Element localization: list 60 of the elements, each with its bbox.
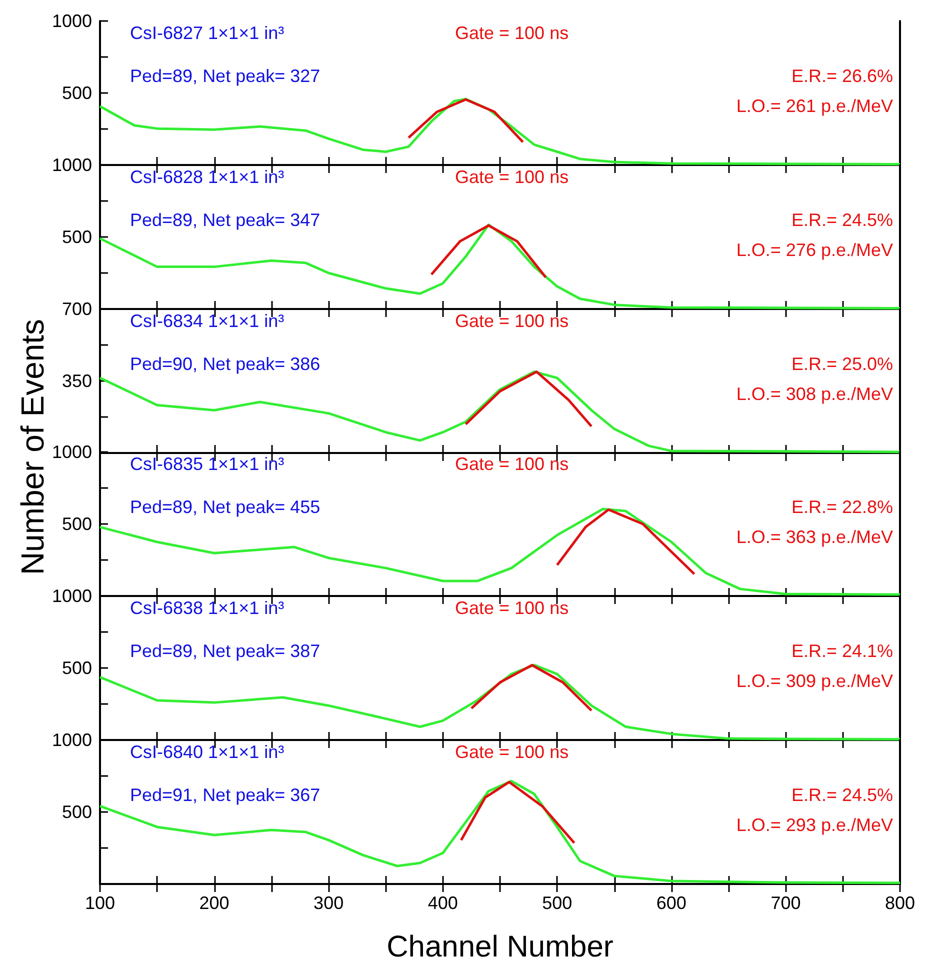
- y-tick-label: 1000: [52, 586, 92, 606]
- y-tick-label: 500: [62, 514, 92, 534]
- y-tick-label: 1000: [52, 442, 92, 462]
- y-tick-label: 500: [62, 658, 92, 678]
- y-tick-label: 1000: [52, 11, 92, 31]
- chart-title: CsI-6838 1×1×1 in³: [130, 598, 284, 618]
- chart-title: CsI-6828 1×1×1 in³: [130, 166, 284, 187]
- chart-title: CsI-6840 1×1×1 in³: [130, 742, 284, 762]
- line-series: [556, 508, 696, 576]
- annotation: Gate = 100 ns: [455, 166, 569, 187]
- y-tick-label: 1000: [52, 730, 92, 750]
- annotation: E.R.= 24.1%: [791, 641, 893, 662]
- annotation: Gate = 100 ns: [455, 310, 569, 331]
- x-tick-label: 700: [770, 893, 801, 913]
- annotation: E.R.= 25.0%: [791, 354, 893, 374]
- annotation: E.R.= 24.5%: [791, 210, 893, 230]
- annotation: Ped=91, Net peak= 367: [130, 785, 320, 805]
- line-series: [470, 664, 593, 712]
- x-tick-label: 400: [428, 893, 458, 913]
- y-axis-title: Number of Events: [14, 318, 52, 576]
- y-tick-label: 500: [62, 226, 92, 247]
- chart-title: CsI-6827 1×1×1 in³: [130, 23, 284, 43]
- annotation: L.O.= 309 p.e./MeV: [736, 671, 893, 692]
- annotation: L.O.= 293 p.e./MeV: [736, 815, 893, 835]
- annotation: Ped=90, Net peak= 386: [130, 354, 320, 374]
- line-series: [98, 98, 902, 166]
- annotation: Gate = 100 ns: [455, 454, 569, 474]
- annotation: Gate = 100 ns: [455, 598, 569, 618]
- x-tick-label: 500: [542, 893, 572, 913]
- y-tick-label: 700: [62, 298, 92, 319]
- annotation: Gate = 100 ns: [455, 23, 569, 43]
- x-tick-label: 300: [314, 893, 344, 913]
- annotation: E.R.= 22.8%: [791, 497, 893, 518]
- annotation: L.O.= 276 p.e./MeV: [736, 240, 893, 260]
- annotation: E.R.= 26.6%: [791, 66, 893, 86]
- x-tick-label: 600: [656, 893, 686, 913]
- annotation: L.O.= 363 p.e./MeV: [736, 527, 893, 548]
- line-series: [98, 664, 902, 741]
- line-series: [464, 370, 593, 428]
- x-tick-label: 200: [199, 893, 230, 913]
- y-tick-label: 500: [62, 83, 92, 103]
- y-tick-label: 350: [62, 370, 92, 391]
- annotation: Ped=89, Net peak= 455: [130, 497, 320, 518]
- annotation: L.O.= 261 p.e./MeV: [736, 96, 893, 116]
- line-series: [460, 780, 576, 844]
- chart-title: CsI-6835 1×1×1 in³: [130, 454, 284, 474]
- line-series: [430, 224, 547, 278]
- annotation: Gate = 100 ns: [455, 742, 569, 762]
- x-axis-title: Channel Number: [386, 930, 614, 964]
- line-series: [407, 98, 524, 144]
- annotation: Ped=89, Net peak= 387: [130, 641, 320, 662]
- annotation: E.R.= 24.5%: [791, 785, 893, 805]
- y-tick-label: 500: [62, 802, 92, 822]
- x-tick-label: 800: [884, 893, 916, 913]
- chart-title: CsI-6834 1×1×1 in³: [130, 310, 284, 331]
- annotation: Ped=89, Net peak= 347: [130, 210, 320, 230]
- annotation: L.O.= 308 p.e./MeV: [736, 384, 893, 404]
- y-tick-label: 1000: [52, 154, 92, 175]
- annotation: Ped=89, Net peak= 327: [130, 66, 320, 86]
- x-tick-label: 100: [84, 893, 116, 913]
